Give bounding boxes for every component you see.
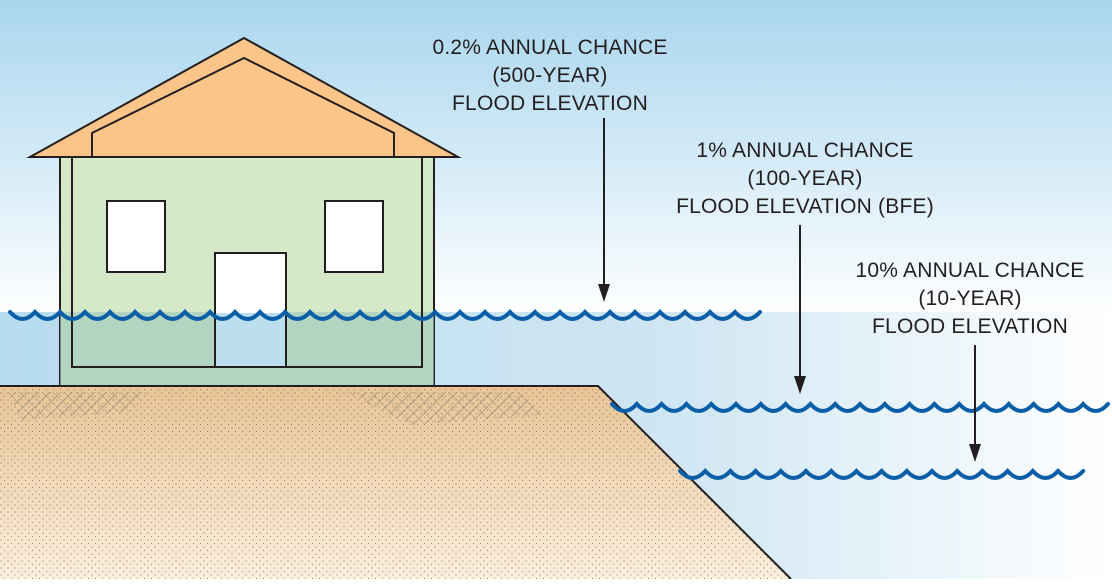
ground-texture [0,386,791,579]
window-right [324,200,384,273]
arrow-10-year [969,345,981,462]
label-10-year-flood: 10% ANNUAL CHANCE (10-YEAR) FLOOD ELEVAT… [820,257,1112,341]
label-500-line2: (500-YEAR) [492,64,608,87]
wave-line-10-year [678,468,1086,480]
door-water [216,313,285,366]
label-100-line2: (100-YEAR) [747,167,863,190]
label-500-line3: FLOOD ELEVATION [452,92,648,115]
label-500-year-flood: 0.2% ANNUAL CHANCE (500-YEAR) FLOOD ELEV… [400,34,700,118]
arrow-500-year [598,118,610,302]
roof-trim [91,56,395,157]
wave-line-100-year [610,400,1110,413]
label-10-line3: FLOOD ELEVATION [872,315,1068,338]
ground-outline [0,385,792,580]
label-100-line1: 1% ANNUAL CHANCE [696,139,914,162]
label-10-line1: 10% ANNUAL CHANCE [855,259,1085,282]
window-left [106,200,166,273]
label-500-line1: 0.2% ANNUAL CHANCE [432,36,668,59]
arrow-100-year [794,225,806,394]
label-100-line3: FLOOD ELEVATION (BFE) [676,195,934,218]
roof [26,36,462,158]
label-100-year-flood: 1% ANNUAL CHANCE (100-YEAR) FLOOD ELEVAT… [640,137,970,221]
house [26,36,462,387]
wave-line-500-year [8,308,762,321]
label-10-line2: (10-YEAR) [918,287,1022,310]
